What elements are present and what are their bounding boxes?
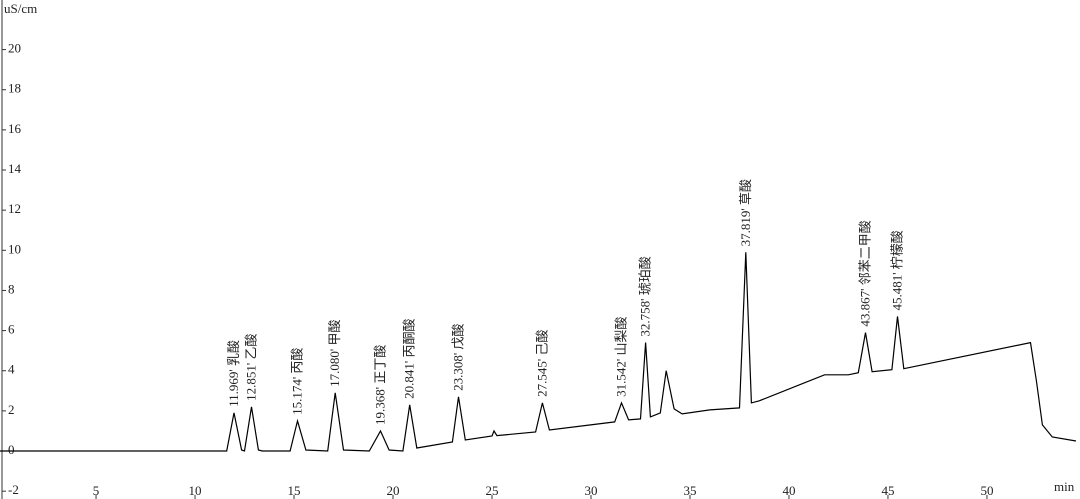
x-tick-label: 40 [782,483,795,498]
y-tick-label: 0 [8,442,15,457]
y-tick-label: 18 [8,81,21,96]
peak-label: 19.368' 正丁酸 [372,345,387,425]
peak-label: 27.545' 己酸 [534,330,549,397]
peak-label: 37.819' 草酸 [738,179,753,246]
trace-line [0,252,1077,452]
y-tick-label: 16 [8,121,22,136]
x-tick-label: 20 [387,483,400,498]
y-tick-label: 10 [8,241,21,256]
y-tick-label: 8 [8,281,15,296]
y-tick-label: 12 [8,201,21,216]
peak-label: 11.969' 乳酸 [226,340,241,407]
y-tick-label: 2 [8,402,15,417]
peak-label: 12.851' 乙酸 [243,334,258,401]
peak-label: 43.867' 邻苯二甲酸 [858,220,873,326]
x-tick-label: 30 [584,483,597,498]
x-tick-label: 15 [288,483,301,498]
x-tick-label: 35 [683,483,696,498]
x-tick-label: 10 [189,483,202,498]
peak-label: 32.758' 琥珀酸 [638,256,653,336]
x-tick-label: 25 [486,483,499,498]
x-axis-label: min [1054,479,1075,494]
peak-label: 15.174' 丙酸 [289,348,304,415]
peak-label: 31.542' 山梨酸 [614,317,629,397]
peak-label: 20.841' 丙酮酸 [402,319,417,399]
peak-label: 17.080' 甲酸 [327,319,342,386]
x-tick-label: 5 [93,483,100,498]
y-tick-label: 20 [8,41,21,56]
x-tick-label: 50 [980,483,993,498]
x-tick-label: 45 [881,483,894,498]
y-tick-label: 14 [8,161,22,176]
y-axis-label: uS/cm [4,1,37,16]
y-tick-label: 4 [8,362,15,377]
peak-label: 23.308' 戊酸 [450,323,465,390]
y-tick-label: -2 [8,482,19,497]
peak-label: 45.481' 柠檬酸 [889,230,904,310]
y-tick-label: 6 [8,322,15,337]
